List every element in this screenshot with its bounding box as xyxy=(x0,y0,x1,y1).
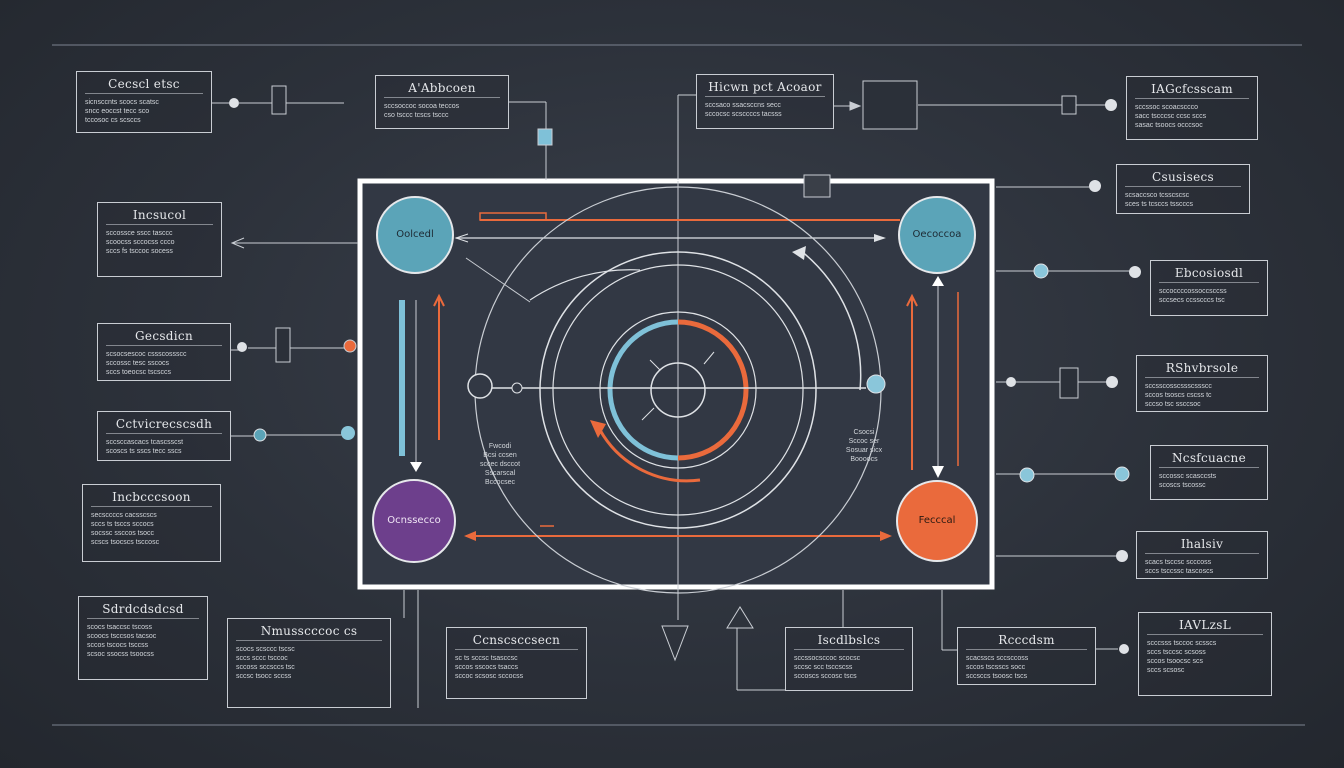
center-caption-right: Csocsi Sccoc ser Sosuar sicx Boooocs xyxy=(845,429,883,463)
note-box: Rcccdsm scacsscs sccsccoss sccos tscsscs… xyxy=(957,627,1096,685)
note-box: IAGcfcsscam sccssoc scoacsccco sacc tscc… xyxy=(1126,76,1258,140)
center-caption-left: Fwcodi Bcsi ccsen sccec dsccot Sscarscal… xyxy=(479,443,521,486)
note-box: Iscdlbslcs sccssocsccoc scocsc sccsc scc… xyxy=(785,627,913,691)
note-box: Csusisecs scsaccsco tcsscscsc sces ts tc… xyxy=(1116,164,1250,214)
center-structure xyxy=(399,181,959,662)
hub-label-top-left: Oolcedl xyxy=(396,229,434,240)
note-box: Ncsfcuacne sccossc scasccsts scoscs tsco… xyxy=(1150,445,1268,500)
note-box: Cecscl etsc sicnsccnts scocs scatsc sncc… xyxy=(76,71,212,133)
note-box: Sdrdcdsdcsd scocs tsaccsc tscoss scoocs … xyxy=(78,596,208,680)
hub-node-top-left[interactable] xyxy=(376,196,454,274)
note-box: Cctvicrecscsdh sccsccascacs tcascsscst s… xyxy=(97,411,231,461)
note-box: Ebcosiosdl sccoccccossoccsccss sccsecs c… xyxy=(1150,260,1268,316)
right-connectors xyxy=(677,80,1141,691)
note-box: Hicwn pct Acoaor sccsaco ssacsccns secc … xyxy=(696,74,834,129)
hub-node-bottom-right[interactable] xyxy=(896,480,978,562)
note-box: Gecsdicn scsocsescoc cssscossscc sccossc… xyxy=(97,323,231,381)
note-box: Ccnscsccsecn sc ts sccsc tsasccsc sccos … xyxy=(446,627,587,699)
note-box: Incbcccsoon secsccccs cacsscscs sccs ts … xyxy=(82,484,221,562)
hub-node-top-right[interactable] xyxy=(898,196,976,274)
hub-node-bottom-left[interactable] xyxy=(372,479,456,563)
note-box: Nmusscccoc cs scocs scsccc tscsc sccs sc… xyxy=(227,618,391,708)
central-frame xyxy=(357,178,995,590)
note-box: RShvbrsole sccsscosscssscssscc sccos tso… xyxy=(1136,355,1268,412)
note-box: Incsucol sccossce sscc tasccc scoocss sc… xyxy=(97,202,222,277)
hub-label-bottom-right: Fecccal xyxy=(918,515,956,526)
hub-label-bottom-left: Ocnssecco xyxy=(387,515,441,526)
left-connectors xyxy=(212,85,553,708)
note-box: A'Abbcoen sccsoccoc socoa teccos cso tsc… xyxy=(375,75,509,129)
note-box: IAVLzsL scccsss tsccoc scsscs sccs tsccs… xyxy=(1138,612,1272,696)
note-box: Ihalsiv scacs tsccsc scccoss sccs tsccss… xyxy=(1136,531,1268,579)
hub-label-top-right: Oecoccoa xyxy=(912,229,962,240)
